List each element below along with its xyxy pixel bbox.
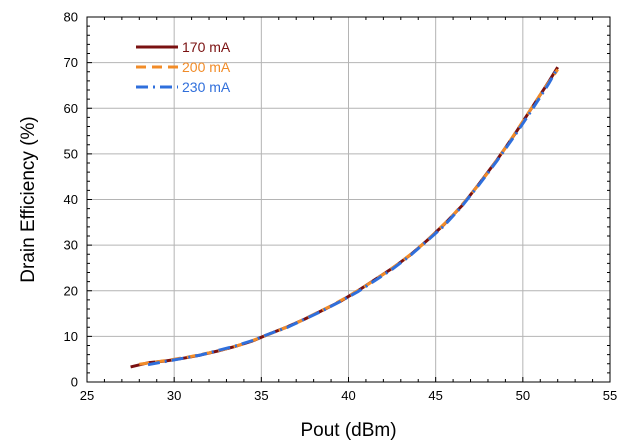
series-line-3 (147, 66, 560, 367)
x-tick-label: 40 (341, 388, 355, 403)
y-tick-label: 20 (64, 283, 78, 298)
x-tick-label: 55 (603, 388, 617, 403)
x-tick-label: 30 (167, 388, 181, 403)
tick-labels: 25 30 35 40 45 50 55 0 10 20 30 40 50 60 70 80 (64, 10, 618, 404)
y-tick-label: 10 (64, 329, 78, 344)
y-tick-label: 70 (64, 55, 78, 70)
y-tick-label: 30 (64, 238, 78, 253)
y-tick-label: 60 (64, 101, 78, 116)
x-axis-title: Pout (dBm) (300, 420, 396, 441)
legend-label-1: 170 mA (182, 39, 231, 55)
x-tick-label: 35 (254, 388, 268, 403)
series-lines (130, 66, 560, 369)
x-tick-label: 45 (428, 388, 442, 403)
y-tick-label: 80 (64, 10, 78, 25)
legend-label-3: 230 mA (182, 79, 231, 95)
x-tick-label: 50 (516, 388, 530, 403)
y-axis-title: Drain Efficiency (%) (18, 116, 39, 282)
legend: 170 mA 200 mA 230 mA (136, 39, 231, 95)
y-tick-label: 0 (71, 375, 78, 390)
x-tick-label: 25 (80, 388, 94, 403)
y-tick-label: 50 (64, 146, 78, 161)
y-tick-label: 40 (64, 192, 78, 207)
grid-lines (87, 17, 610, 382)
legend-label-2: 200 mA (182, 59, 231, 75)
